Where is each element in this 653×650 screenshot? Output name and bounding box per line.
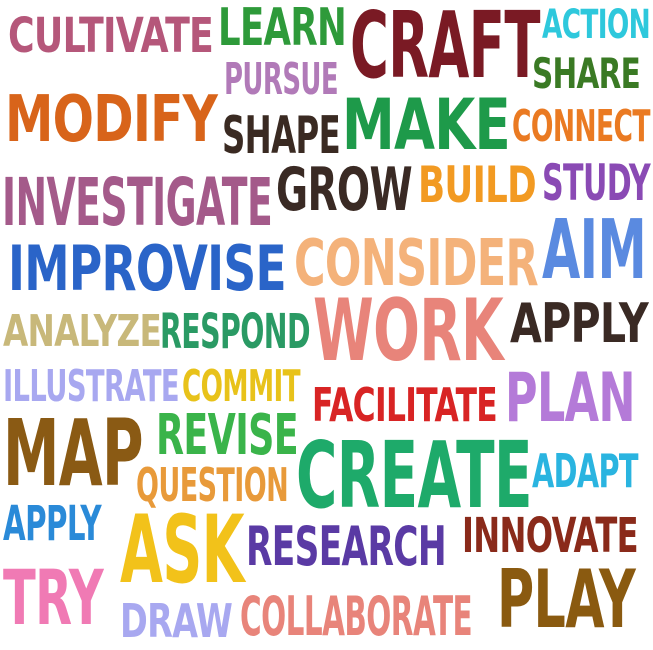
word-draw: DRAW [120,594,233,648]
word-cultivate: CULTIVATE [8,8,214,64]
word-question: QUESTION [136,458,289,512]
word-shape: SHAPE [222,106,341,166]
word-play: PLAY [497,553,636,646]
word-facilitate: FACILITATE [312,378,498,432]
word-adapt: ADAPT [532,444,639,498]
word-innovate: INNOVATE [462,508,639,564]
word-apply-top: APPLY [510,292,649,355]
word-commit: COMMIT [182,361,301,412]
word-ask: ASK [120,496,245,605]
word-consider: CONSIDER [294,227,539,301]
word-aim: AIM [542,203,647,298]
word-research: RESEARCH [246,515,447,578]
word-revise: REVISE [156,403,299,468]
word-create: CREATE [296,422,533,529]
word-try: TRY [3,553,104,642]
word-collaborate: COLLABORATE [240,585,473,648]
word-improvise: IMPROVISE [8,232,287,305]
word-grow: GROW [276,155,413,225]
word-learn: LEARN [218,0,347,58]
word-investigate: INVESTIGATE [2,164,273,241]
word-pursue: PURSUE [224,54,339,105]
word-study: STUDY [542,154,651,212]
word-map: MAP [3,400,144,507]
word-share: SHARE [532,49,641,98]
word-modify: MODIFY [5,83,218,157]
word-craft: CRAFT [350,0,540,99]
word-analyze: ANALYZE [3,306,162,357]
word-respond: RESPOND [160,304,311,360]
word-work: WORK [313,281,504,381]
word-connect: CONNECT [512,101,651,152]
word-action: ACTION [542,2,651,48]
word-make: MAKE [342,84,511,166]
word-apply-left: APPLY [3,496,102,552]
word-plan: PLAN [505,359,636,438]
word-build: BUILD [418,156,537,214]
word-illustrate: ILLUSTRATE [3,361,180,412]
